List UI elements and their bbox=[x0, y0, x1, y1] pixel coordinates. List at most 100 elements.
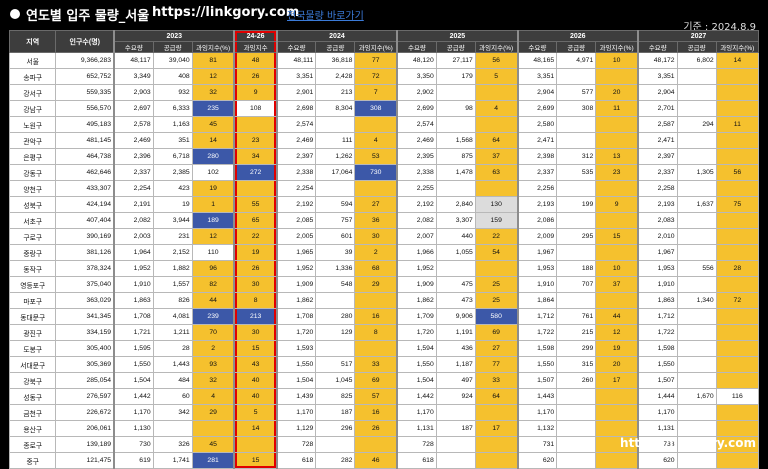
ratio-cell: 19 bbox=[595, 340, 640, 357]
population-cell: 424,194 bbox=[55, 196, 116, 213]
demand-cell: 620 bbox=[637, 452, 678, 469]
table-row: 금천구 226,672 1,170 342 29 5 1,170 187 16 1,170 1,17… bbox=[8, 404, 760, 421]
table-row: 송파구 652,752 3,349 408 12 26 3,351 2,428 72 3,350 1… bbox=[8, 68, 760, 85]
supply-cell: 1,262 bbox=[315, 148, 356, 165]
supply-cell: 826 bbox=[152, 292, 193, 309]
demand-cell: 1,909 bbox=[396, 276, 437, 293]
supply-cell bbox=[556, 116, 597, 133]
supply-cell: 436 bbox=[435, 340, 476, 357]
demand-cell: 1,129 bbox=[276, 420, 317, 437]
demand-cell: 48,165 bbox=[517, 52, 558, 69]
ratio-cell: 29 bbox=[191, 404, 236, 421]
demand-cell: 1,132 bbox=[517, 420, 558, 437]
ratio-cell bbox=[233, 180, 278, 197]
supply-cell: 577 bbox=[556, 84, 597, 101]
demand-cell: 1,504 bbox=[396, 372, 437, 389]
ratio-cell: 64 bbox=[474, 132, 519, 149]
supply-cell: 1,557 bbox=[152, 276, 193, 293]
demand-cell: 1,864 bbox=[517, 292, 558, 309]
ratio-cell bbox=[715, 68, 760, 85]
demand-cell: 1,550 bbox=[396, 356, 437, 373]
supply-cell: 594 bbox=[315, 196, 356, 213]
nationwide-link[interactable]: 전국물량 바로가기 bbox=[287, 11, 364, 22]
supply-cell: 299 bbox=[556, 340, 597, 357]
supply-cell: 17,064 bbox=[315, 164, 356, 181]
ratio-cell bbox=[715, 340, 760, 357]
region-cell: 서대문구 bbox=[8, 356, 57, 373]
ratio-cell: 32 bbox=[191, 84, 236, 101]
ratio-cell bbox=[595, 116, 640, 133]
ratio-cell: 40 bbox=[233, 388, 278, 405]
supply-cell bbox=[556, 452, 597, 469]
supply-cell: 2,152 bbox=[152, 244, 193, 261]
table-row: 종로구 139,189 730 326 45 728 728 731 733 bbox=[8, 436, 760, 453]
ratio-cell bbox=[474, 84, 519, 101]
demand-cell: 2,701 bbox=[637, 100, 678, 117]
supply-table: 지역 인구수(명) 2023 24-26 2024 2025 2026 2027… bbox=[8, 30, 760, 469]
year-header: 2026 bbox=[517, 30, 640, 42]
demand-cell: 1,550 bbox=[113, 356, 154, 373]
demand-cell: 48,172 bbox=[637, 52, 678, 69]
year-header: 2023 bbox=[113, 30, 236, 42]
region-cell: 강남구 bbox=[8, 100, 57, 117]
demand-cell: 2,904 bbox=[637, 84, 678, 101]
demand-cell: 2,007 bbox=[396, 228, 437, 245]
demand-cell: 2,901 bbox=[276, 84, 317, 101]
supply-cell bbox=[676, 420, 717, 437]
ratio-cell: 17 bbox=[474, 420, 519, 437]
ratio-cell bbox=[715, 148, 760, 165]
ratio-cell: 14 bbox=[715, 52, 760, 69]
ratio-cell: 19 bbox=[233, 244, 278, 261]
ratio-cell: 12 bbox=[595, 324, 640, 341]
supply-cell: 282 bbox=[315, 452, 356, 469]
ratio-cell bbox=[595, 388, 640, 405]
demand-cell: 619 bbox=[113, 452, 154, 469]
supply-cell: 315 bbox=[556, 356, 597, 373]
ratio-cell: 280 bbox=[191, 148, 236, 165]
ratio-cell bbox=[354, 180, 399, 197]
region-cell: 동작구 bbox=[8, 260, 57, 277]
ratio-cell: 15 bbox=[233, 452, 278, 469]
supply-cell: 111 bbox=[315, 132, 356, 149]
region-cell: 노원구 bbox=[8, 116, 57, 133]
ratio-cell: 72 bbox=[354, 68, 399, 85]
ratio-cell: 45 bbox=[191, 116, 236, 133]
region-cell: 마포구 bbox=[8, 292, 57, 309]
demand-cell: 2,395 bbox=[396, 148, 437, 165]
table-row: 도봉구 305,400 1,595 28 2 15 1,593 1,594 436 27 1,598… bbox=[8, 340, 760, 357]
demand-cell: 2,086 bbox=[517, 212, 558, 229]
supply-cell bbox=[315, 116, 356, 133]
table-row: 서초구 407,404 2,082 3,944 189 65 2,085 757 36 2,082… bbox=[8, 212, 760, 229]
demand-cell: 2,255 bbox=[396, 180, 437, 197]
supply-cell: 761 bbox=[556, 308, 597, 325]
demand-header: 수요량 bbox=[396, 41, 437, 53]
demand-cell: 2,082 bbox=[113, 212, 154, 229]
population-cell: 226,672 bbox=[55, 404, 116, 421]
year-header: 2024 bbox=[276, 30, 399, 42]
supply-cell: 875 bbox=[435, 148, 476, 165]
region-cell: 관악구 bbox=[8, 132, 57, 149]
demand-cell: 1,170 bbox=[276, 404, 317, 421]
ratio-cell: 272 bbox=[233, 164, 278, 181]
demand-cell: 2,699 bbox=[517, 100, 558, 117]
supply-cell: 517 bbox=[315, 356, 356, 373]
region-header: 지역 bbox=[8, 30, 57, 53]
ratio-cell bbox=[715, 84, 760, 101]
ratio-cell bbox=[474, 260, 519, 277]
region-cell: 서초구 bbox=[8, 212, 57, 229]
ratio-header: 과잉지수 bbox=[233, 41, 278, 53]
supply-cell bbox=[435, 452, 476, 469]
ratio-cell: 1 bbox=[191, 196, 236, 213]
header-bar: 연도별 입주 물량_서울 https://linkgory.com 전국물량 바… bbox=[0, 0, 768, 33]
demand-cell: 2,469 bbox=[276, 132, 317, 149]
supply-cell: 39 bbox=[315, 244, 356, 261]
supply-cell bbox=[676, 132, 717, 149]
ratio-cell: 37 bbox=[474, 148, 519, 165]
ratio-cell: 308 bbox=[354, 100, 399, 117]
supply-cell bbox=[676, 100, 717, 117]
population-cell: 375,040 bbox=[55, 276, 116, 293]
population-cell: 276,597 bbox=[55, 388, 116, 405]
supply-cell: 548 bbox=[315, 276, 356, 293]
ratio-cell: 12 bbox=[191, 68, 236, 85]
supply-cell: 1,443 bbox=[152, 356, 193, 373]
